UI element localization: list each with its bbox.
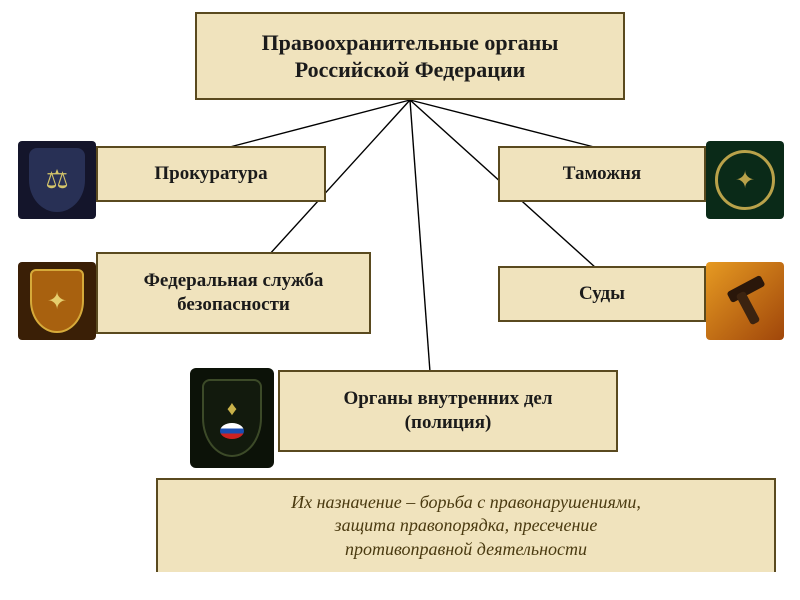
footer-l1: Их назначение – борьба с правонарушениям… <box>291 492 641 512</box>
sudy-label: Суды <box>579 282 625 306</box>
root-title-text: Правоохранительные органы Российской Фед… <box>262 29 559 84</box>
footer-l3: противоправной деятельности <box>345 539 587 559</box>
customs-ring-icon: ✦ <box>715 150 775 210</box>
prokuratura-label: Прокуратура <box>154 162 267 186</box>
prokuratura-box: Прокуратура <box>96 146 326 202</box>
sudy-box: Суды <box>498 266 706 322</box>
fsb-label-l1: Федеральная служба <box>144 270 324 291</box>
root-title-line1: Правоохранительные органы <box>262 30 559 55</box>
diagram-canvas: Правоохранительные органы Российской Фед… <box>0 0 800 600</box>
shield-icon: ⚖ <box>29 148 85 212</box>
tamozhnya-emblem: ✦ <box>706 141 784 219</box>
footer-text: Их назначение – борьба с правонарушениям… <box>291 491 641 561</box>
ovd-patch-icon: ♦ <box>202 379 262 457</box>
footer-box: Их назначение – борьба с правонарушениям… <box>156 478 776 572</box>
fsb-box: Федеральная служба безопасности <box>96 252 371 334</box>
fsb-shield-icon: ✦ <box>30 269 84 333</box>
sudy-emblem <box>706 262 784 340</box>
ovd-label-l2: (полиция) <box>405 412 492 433</box>
ovd-label-l1: Органы внутренних дел <box>343 388 552 409</box>
eagle-icon: ♦ <box>227 398 237 421</box>
fsb-label: Федеральная служба безопасности <box>144 269 324 317</box>
ovd-box: Органы внутренних дел (полиция) <box>278 370 618 452</box>
tamozhnya-label: Таможня <box>563 162 641 186</box>
gavel-icon <box>721 277 769 325</box>
fsb-emblem: ✦ <box>18 262 96 340</box>
root-title-box: Правоохранительные органы Российской Фед… <box>195 12 625 100</box>
root-title-line2: Российской Федерации <box>295 57 526 82</box>
tamozhnya-box: Таможня <box>498 146 706 202</box>
footer-l2: защита правопорядка, пресечение <box>335 515 598 535</box>
ovd-label: Органы внутренних дел (полиция) <box>343 387 552 435</box>
flag-icon <box>220 423 244 439</box>
ovd-emblem: ♦ <box>190 368 274 468</box>
fsb-label-l2: безопасности <box>177 294 290 315</box>
prokuratura-emblem: ⚖ <box>18 141 96 219</box>
